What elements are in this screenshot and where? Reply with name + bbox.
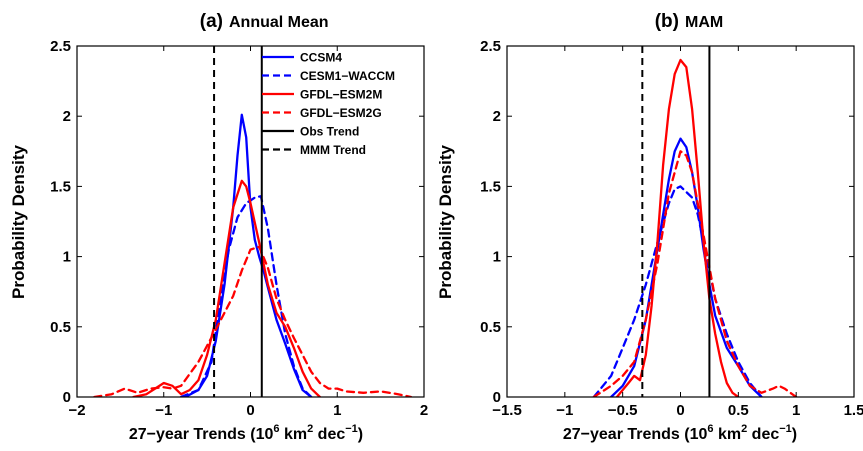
- panel-b-ylabel: Probability Density: [436, 144, 455, 299]
- legend-label: GFDL−ESM2G: [300, 106, 382, 120]
- panel-a-xlabel-sup3: −1: [345, 423, 358, 435]
- panel-a-xlabel-sup2: 2: [307, 423, 313, 435]
- panel-a-legend: CCSM4 CESM1−WACCM GFDL−ESM2M GFDL−ESM2G Obs …: [262, 51, 395, 157]
- legend-label: CCSM4: [300, 51, 342, 65]
- panel-a-xlabel-close: ): [358, 426, 363, 443]
- panel-b-gfdl-esm2g-series: [592, 150, 798, 397]
- panel-a-xlabel-mid: km: [280, 426, 308, 443]
- panel-a-xlabel-sup1: 6: [273, 423, 279, 435]
- panel-a-y-tick-label: 1.5: [50, 178, 71, 195]
- panel-b-xlabel-sup1: 6: [707, 423, 713, 435]
- panel-a-y-tick-label: 0.5: [50, 319, 71, 336]
- legend-label: GFDL−ESM2M: [300, 88, 382, 102]
- panel-b-gfdl-esm2m-series: [615, 58, 740, 397]
- panel-a-plot-area: −2 −1 0 1 2 0 0.5 1 1.5 2 2.5: [50, 38, 428, 419]
- panel-b-plot-area: −1.5 −1 −0.5 0 0.5 1 1.5 0 0.5 1 1.5 2 2.5: [480, 38, 863, 419]
- panel-a-xlabel-end: dec: [313, 426, 345, 443]
- panel-a-xlabel: 27−year Trends (106 km2 dec−1): [129, 423, 363, 443]
- panel-b-xlabel-sup3: −1: [779, 423, 792, 435]
- panel-b-x-tick-label: 0: [676, 402, 684, 419]
- panel-b-y-tick-label: 0: [493, 389, 501, 406]
- panel-b-label: (b): [655, 11, 679, 32]
- panel-a-ylabel: Probability Density: [9, 144, 28, 299]
- panel-b-x-tick-label: 1: [792, 402, 800, 419]
- panel-a-gfdl-esm2g-series: [93, 245, 413, 397]
- panel-a-y-tick-label: 2.5: [50, 38, 71, 55]
- panel-b-x-tick-label: −1: [556, 402, 573, 419]
- panel-b-axes-box: [506, 45, 855, 398]
- panel-a-x-tick-label: 1: [333, 402, 341, 419]
- panel-a-title: Annual Mean: [229, 14, 329, 31]
- panel-b-y-tick-label: 2: [493, 108, 501, 125]
- panel-b-y-tick-label: 0.5: [480, 319, 501, 336]
- panel-a-x-tick-label: 0: [246, 402, 254, 419]
- panel-b-y-tick-label: 1.5: [480, 178, 501, 195]
- panel-a: (a) Annual Mean Probability Density 27−y…: [9, 11, 428, 443]
- panel-b-x-tick-label: −1.5: [492, 402, 522, 419]
- panel-b-xlabel-close: ): [792, 426, 797, 443]
- legend-label: MMM Trend: [300, 143, 366, 157]
- panel-b-title: MAM: [685, 14, 723, 31]
- panel-b-ccsm4-series: [609, 137, 763, 397]
- panel-a-x-tick-label: −1: [155, 402, 172, 419]
- panel-a-label: (a): [200, 11, 223, 32]
- panel-b-x-tick-label: 0.5: [728, 402, 749, 419]
- panel-a-gfdl-esm2m-series: [132, 179, 322, 397]
- panel-b-xlabel: 27−year Trends (106 km2 dec−1): [563, 423, 797, 443]
- panel-a-xlabel-main: 27−year Trends (10: [129, 426, 274, 443]
- panel-b-x-tick-label: −0.5: [608, 402, 638, 419]
- panel-b-y-tick-label: 1: [493, 249, 501, 266]
- panel-a-y-tick-label: 1: [63, 249, 71, 266]
- panel-a-x-tick-label: −2: [68, 402, 85, 419]
- panel-b-xlabel-sup2: 2: [741, 423, 747, 435]
- panel-b-xlabel-end: dec: [747, 426, 779, 443]
- panel-a-y-tick-label: 2: [63, 108, 71, 125]
- panel-b-y-tick-label: 2.5: [480, 38, 501, 55]
- legend-label: Obs Trend: [300, 125, 359, 139]
- panel-a-y-tick-label: 0: [63, 389, 71, 406]
- panel-a-ccsm4-series: [184, 113, 313, 397]
- panel-b-xlabel-mid: km: [714, 426, 742, 443]
- panel-b: (b) MAM Probability Density 27−year Tren…: [436, 11, 863, 443]
- panel-a-cesm1-waccm-series: [179, 195, 313, 397]
- legend-label: CESM1−WACCM: [300, 69, 395, 83]
- panel-b-xlabel-main: 27−year Trends (10: [563, 426, 708, 443]
- panel-b-cesm1-waccm-series: [592, 185, 763, 397]
- panel-b-x-tick-label: 1.5: [844, 402, 863, 419]
- panel-a-x-tick-label: 2: [420, 402, 428, 419]
